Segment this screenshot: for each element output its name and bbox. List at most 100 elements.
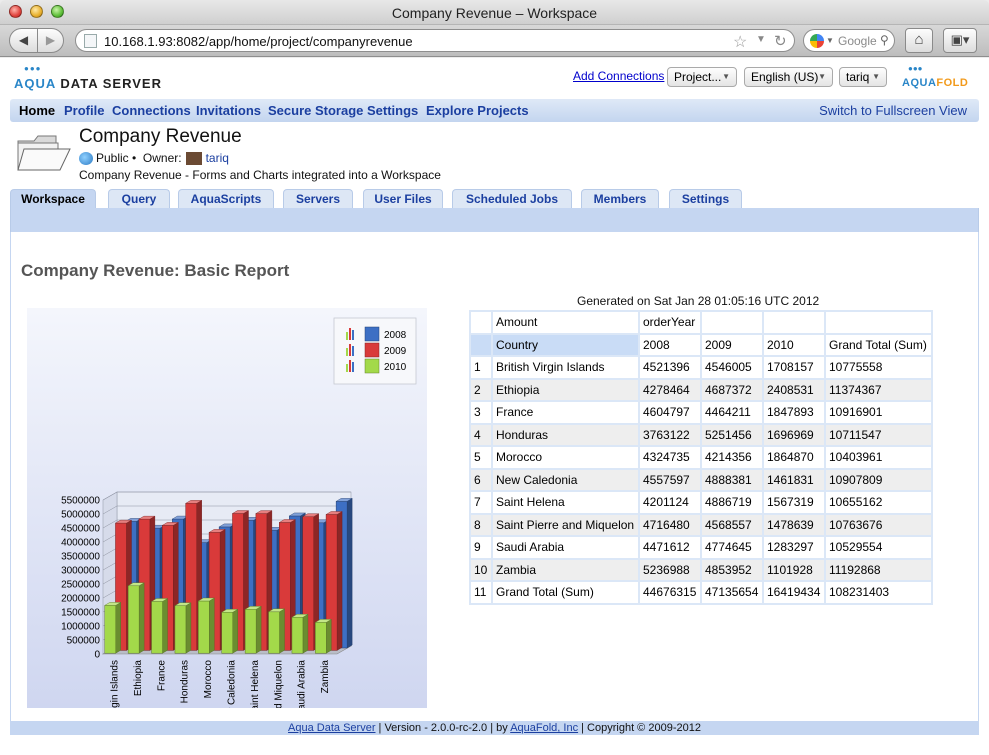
owner-link[interactable]: tariq [205, 151, 229, 165]
row-number-cell: 9 [469, 535, 493, 560]
nav-connections[interactable]: Connections [112, 103, 191, 118]
chart-gridline [102, 491, 351, 501]
tab-scheduled-jobs[interactable]: Scheduled Jobs [452, 189, 572, 209]
nav-secure-storage[interactable]: Secure Storage [268, 103, 364, 118]
legend-bars-icon [346, 360, 354, 372]
url-text[interactable]: 10.168.1.93:8082/app/home/project/compan… [104, 34, 413, 49]
chevron-down-icon: ▼ [872, 72, 880, 81]
bar-2009-4 [208, 529, 226, 651]
project-title: Company Revenue [79, 126, 242, 147]
y-tick-label: 500000 [67, 636, 101, 647]
nav-settings[interactable]: Settings [367, 103, 419, 118]
close-window-icon[interactable] [9, 5, 22, 18]
bar-2010-6 [244, 605, 262, 654]
tab-members[interactable]: Members [581, 189, 659, 209]
y-tick-label: 2000000 [61, 594, 100, 605]
table-cell: 4886719 [700, 490, 764, 515]
forward-button[interactable]: ▶ [37, 28, 64, 53]
reload-icon[interactable]: ↻ [774, 33, 787, 50]
bookmark-menu-icon: ▣▾ [950, 32, 970, 47]
tab-user-files[interactable]: User Files [363, 189, 443, 209]
tab-aquascripts[interactable]: AquaScripts [178, 189, 274, 209]
user-select[interactable]: tariq ▼ [839, 67, 887, 87]
row-number-cell: 11 [469, 580, 493, 605]
project-description: Company Revenue - Forms and Charts integ… [79, 168, 441, 182]
bookmarks-menu-button[interactable]: ▣▾ [943, 28, 977, 53]
revenue-chart: 0 500000 1000000 1500000 2000000 2500000 30000… [27, 308, 427, 708]
table-cell: 4464211 [700, 400, 764, 425]
table-row: 9 Saudi Arabia 4471612 4774645 1283297 105295… [469, 535, 933, 560]
table-cell: 11374367 [824, 377, 933, 402]
project-select[interactable]: Project... ▼ [667, 67, 737, 87]
table-cell: 4521396 [638, 355, 702, 380]
window-titlebar: Company Revenue – Workspace [0, 0, 989, 25]
nav-profile[interactable]: Profile [64, 103, 105, 118]
home-button[interactable]: ⌂ [905, 28, 933, 53]
add-connections-link[interactable]: Add Connections [573, 69, 665, 83]
row-number-cell: 7 [469, 490, 493, 515]
header-cell: Grand Total (Sum) [824, 332, 933, 357]
table-row: 6 New Caledonia 4557597 4888381 1461831 10907… [469, 467, 933, 492]
table-cell: British Virgin Islands [491, 355, 640, 380]
folder-icon [17, 135, 71, 171]
row-number-cell: 4 [469, 422, 493, 447]
bookmark-star-icon[interactable]: ☆ [733, 34, 748, 51]
table-cell: 10916901 [824, 400, 933, 425]
table-cell: Saudi Arabia [491, 535, 640, 560]
legend-bars-icon [346, 344, 354, 356]
magnifier-icon[interactable]: ⚲ [880, 33, 889, 47]
arrow-right-icon: ▶ [45, 33, 56, 47]
page-content: ●●● AQUA DATA SERVER Add Connections Pro… [0, 58, 989, 755]
arrow-left-icon: ◀ [18, 33, 29, 47]
table-cell: 47135654 [700, 580, 764, 605]
table-cell: 4324735 [638, 445, 702, 470]
aqua-data-server-link[interactable]: Aqua Data Server [288, 722, 376, 734]
table-header-row: Country 2008 2009 2010 Grand Total (Sum) [469, 332, 933, 357]
nav-invitations[interactable]: Invitations [196, 103, 262, 118]
minimize-window-icon[interactable] [30, 5, 43, 18]
nav-explore-projects[interactable]: Explore Projects [426, 103, 529, 118]
legend-label: 2009 [384, 346, 407, 357]
footer: Aqua Data Server | Version - 2.0.0-rc-2.… [10, 721, 979, 735]
bar-2010-3 [174, 602, 192, 654]
tab-servers[interactable]: Servers [283, 189, 353, 209]
history-dropdown-icon[interactable]: ▼ [756, 34, 766, 45]
x-tick-label: Honduras [180, 660, 191, 703]
tab-workspace[interactable]: Workspace [10, 189, 96, 209]
bar-2010-1 [127, 582, 145, 654]
y-tick-label: 4500000 [61, 524, 100, 535]
table-cell: 10655162 [824, 490, 933, 515]
x-tick-label: Morocco [203, 660, 214, 699]
table-cell: 5236988 [638, 557, 702, 582]
header-cell: 2010 [762, 332, 826, 357]
tab-settings[interactable]: Settings [669, 189, 742, 209]
table-cell: Zambia [491, 557, 640, 582]
table-cell: 4546005 [700, 355, 764, 380]
y-tick-label: 3500000 [61, 552, 100, 563]
chevron-down-icon: ▼ [818, 72, 826, 81]
search-engine-dropdown-icon[interactable]: ▼ [826, 36, 834, 45]
address-bar[interactable]: 10.168.1.93:8082/app/home/project/compan… [75, 29, 795, 52]
tab-query[interactable]: Query [108, 189, 170, 209]
search-bar[interactable]: ▼ Google ⚲ [803, 29, 895, 52]
zoom-window-icon[interactable] [51, 5, 64, 18]
tab-panel-header [10, 208, 979, 232]
back-button[interactable]: ◀ [9, 28, 38, 53]
nav-home[interactable]: Home [19, 103, 56, 118]
fullscreen-link[interactable]: Switch to Fullscreen View [819, 103, 967, 118]
bar-2010-4 [197, 597, 216, 654]
x-tick-label: British Virgin Islands [110, 660, 121, 708]
x-tick-label: Zambia [320, 660, 331, 694]
aquafold-link[interactable]: AquaFold, Inc [510, 722, 579, 734]
table-cell: France [491, 400, 640, 425]
table-cell: 5251456 [700, 422, 764, 447]
bar-2009-8 [301, 513, 320, 651]
language-select[interactable]: English (US) ▼ [744, 67, 833, 87]
table-cell: 4278464 [638, 377, 702, 402]
avatar [185, 152, 202, 166]
y-tick-label: 0 [94, 650, 100, 661]
table-row: 11 Grand Total (Sum) 44676315 47135654 16419… [469, 580, 933, 605]
search-input[interactable]: Google [838, 34, 877, 48]
bar-2010-0 [104, 602, 122, 654]
header-cell: Amount [491, 310, 640, 335]
